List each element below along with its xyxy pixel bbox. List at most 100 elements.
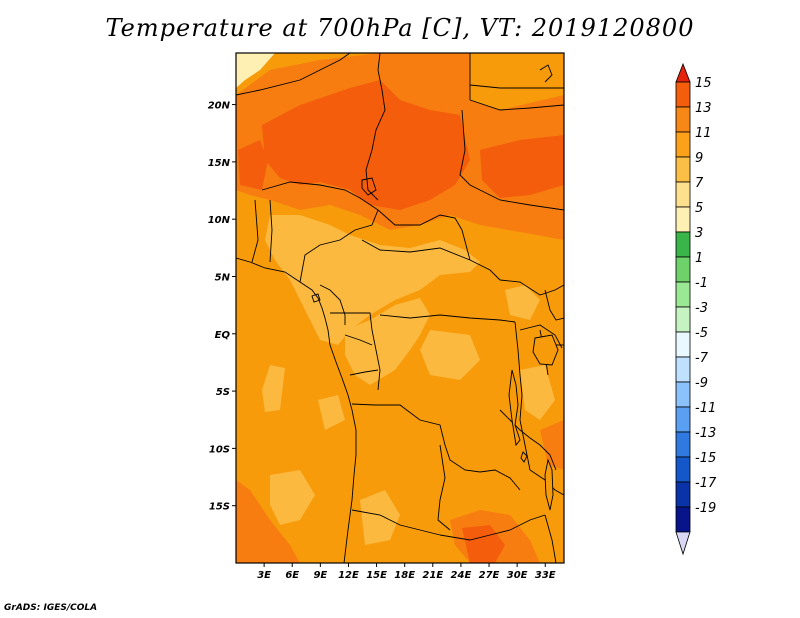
lat-tick-label: EQ [215,330,231,341]
colorbar-label: 11 [695,126,712,141]
bioko-island [311,293,321,303]
lake-mweru [520,451,528,463]
colorbar-segment [675,431,691,458]
colorbar-label: -5 [695,326,708,341]
colorbar-segment [675,206,691,233]
colorbar-segment [675,181,691,208]
lat-tick-label: 10S [209,444,230,455]
country-border [379,314,516,323]
lon-tick-label: 21E [422,570,443,581]
country-border [461,229,471,261]
lon-tick-label: 24E [451,570,472,581]
colorbar-label: 5 [695,201,703,216]
country-border [269,199,273,263]
colorbar: 15 13 11 9 7 5 3 1 -1 -3 -5 -7 -9 -11 -13 -15 -17 -19 [675,62,717,556]
temperature-region [238,140,268,190]
colorbar-label: -1 [695,276,708,291]
country-border [459,109,481,191]
colorbar-max-arrow [675,62,691,83]
colorbar-segment [675,306,691,333]
country-border [469,99,564,111]
country-border [519,324,563,349]
country-border [437,444,451,531]
lon-tick-label: 9E [313,570,327,581]
colorbar-label: -13 [695,426,716,441]
temperature-region [265,215,480,345]
lat-tick-label: 15N [208,158,231,169]
colorbar-segment [675,106,691,133]
map-frame [235,52,565,564]
temperature-region [262,80,470,210]
country-border [236,257,357,563]
colorbar-segment [675,456,691,483]
colorbar-label: -11 [695,401,716,416]
temperature-region [540,420,564,470]
lake-chad [361,177,377,196]
lat-tick-label: 20N [208,101,231,112]
lake-victoria [532,334,559,366]
colorbar-label: 9 [695,151,703,166]
colorbar-label: -17 [695,476,717,491]
temperature-region [236,53,275,88]
country-border [469,84,564,89]
lon-tick-label: 3E [257,570,271,581]
country-border [499,409,557,471]
colorbar-segment [675,231,691,258]
country-border [251,199,259,263]
colorbar-segment [675,81,691,108]
colorbar-segment [675,281,691,308]
temperature-region [318,395,345,430]
country-border [439,514,546,541]
temperature-region [505,285,540,320]
country-border [499,279,564,296]
country-border [479,189,564,211]
country-border [365,53,386,201]
credit-text: GrADS: IGES/COLA [4,603,98,613]
lon-tick-label: 15E [366,570,387,581]
country-border [349,369,379,376]
country-border [361,239,501,281]
colorbar-label: -19 [695,501,716,516]
colorbar-label: 13 [695,101,712,116]
lat-tick-label: 10N [208,215,231,226]
colorbar-label: -9 [695,376,708,391]
colorbar-segment [675,131,691,158]
temperature-region [236,480,300,563]
map-title: Temperature at 700hPa [C], VT: 201912080… [105,14,695,42]
country-border [377,209,463,231]
colorbar-segment [675,406,691,433]
lon-tick-label: 6E [285,570,299,581]
temperature-region [360,490,400,545]
colorbar-segment [675,381,691,408]
colorbar-segment [675,331,691,358]
country-border [236,53,351,96]
colorbar-label: -15 [695,451,716,466]
colorbar-segment [675,356,691,383]
lake-tanganyika [508,369,521,447]
lat-tick-label: 5S [216,387,230,398]
country-border [514,321,531,471]
temperature-region [480,135,564,198]
country-border [351,403,521,491]
lon-tick-label: 27E [479,570,500,581]
colorbar-label: 3 [695,226,703,241]
temperature-region [270,470,315,525]
lat-tick-label: 5N [215,272,231,283]
colorbar-segment [675,481,691,508]
lon-tick-label: 33E [535,570,556,581]
country-border [330,312,381,391]
lon-tick-label: 30E [507,570,528,581]
colorbar-min-arrow [675,531,691,556]
country-border [319,284,346,325]
country-border [261,181,379,211]
lat-tick-label: 15S [209,502,230,513]
map-axes: 3E 6E 9E 12E 15E 18E 21E 24E 27E 30E 33E 20N 15N 10N 5… [208,101,556,581]
lon-tick-label: 18E [394,570,415,581]
lon-tick-label: 12E [338,570,359,581]
colorbar-label: -7 [695,351,709,366]
colorbar-label: 15 [695,76,712,91]
country-border [299,209,379,283]
temperature-region [420,330,480,380]
temperature-region [345,298,430,385]
